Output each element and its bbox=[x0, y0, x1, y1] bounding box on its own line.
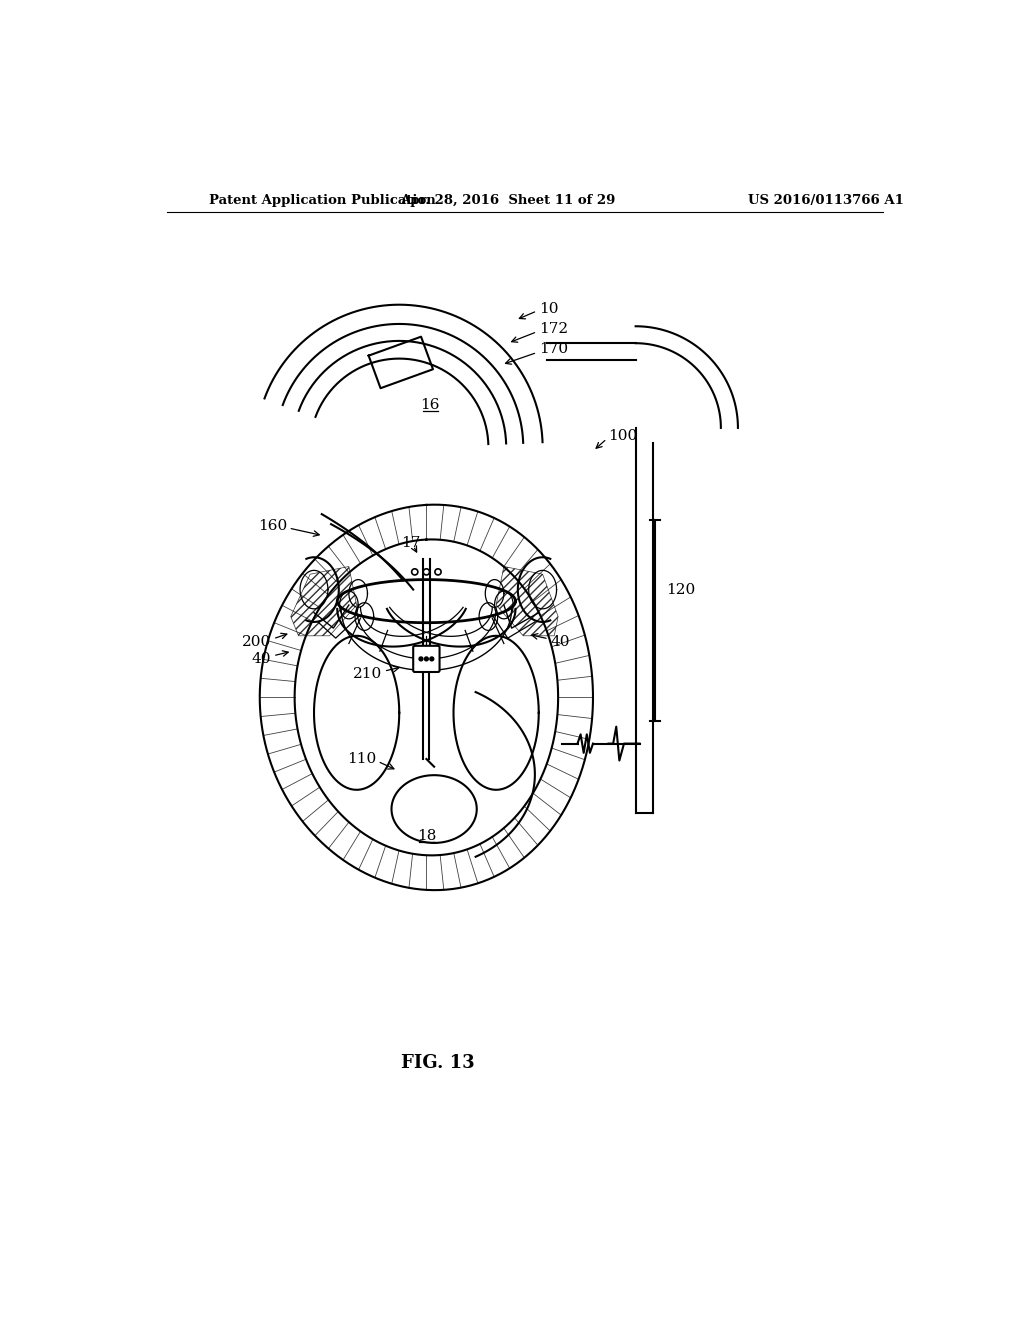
Text: 170: 170 bbox=[539, 342, 568, 356]
Text: 120: 120 bbox=[667, 582, 696, 597]
FancyBboxPatch shape bbox=[414, 645, 439, 672]
Text: 160: 160 bbox=[258, 520, 287, 533]
Text: 100: 100 bbox=[608, 429, 638, 442]
Text: 200: 200 bbox=[242, 635, 271, 649]
Text: 17: 17 bbox=[401, 536, 421, 550]
Circle shape bbox=[419, 657, 423, 661]
Text: Patent Application Publication: Patent Application Publication bbox=[209, 194, 436, 207]
Text: 210: 210 bbox=[353, 668, 382, 681]
Circle shape bbox=[424, 657, 428, 661]
Circle shape bbox=[423, 569, 429, 576]
Text: 172: 172 bbox=[539, 322, 568, 337]
Text: US 2016/0113766 A1: US 2016/0113766 A1 bbox=[748, 194, 903, 207]
Circle shape bbox=[430, 657, 434, 661]
Text: 40: 40 bbox=[252, 652, 271, 665]
Circle shape bbox=[412, 569, 418, 576]
Text: 110: 110 bbox=[347, 752, 376, 766]
Circle shape bbox=[435, 569, 441, 576]
Text: FIG. 13: FIG. 13 bbox=[401, 1055, 475, 1072]
Text: Apr. 28, 2016  Sheet 11 of 29: Apr. 28, 2016 Sheet 11 of 29 bbox=[400, 194, 615, 207]
Text: 16: 16 bbox=[421, 397, 440, 412]
Text: 18: 18 bbox=[417, 829, 436, 843]
Text: 40: 40 bbox=[550, 635, 570, 649]
Text: 10: 10 bbox=[539, 301, 558, 315]
